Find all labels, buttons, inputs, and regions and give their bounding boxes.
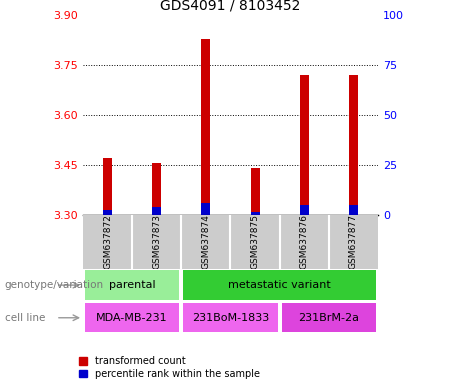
Text: 231BrM-2a: 231BrM-2a <box>298 313 359 323</box>
Bar <box>85 270 179 300</box>
Text: GSM637872: GSM637872 <box>103 215 112 269</box>
Bar <box>152 164 161 215</box>
Bar <box>103 210 112 215</box>
Text: GSM637875: GSM637875 <box>251 214 260 270</box>
Bar <box>201 204 210 215</box>
Text: cell line: cell line <box>5 313 45 323</box>
Bar <box>152 207 161 215</box>
Bar <box>300 205 309 215</box>
Bar <box>300 75 309 215</box>
Bar <box>349 205 358 215</box>
Text: parental: parental <box>109 280 155 290</box>
Bar <box>183 270 376 300</box>
Bar <box>251 212 260 215</box>
Text: 231BoM-1833: 231BoM-1833 <box>192 313 269 323</box>
Bar <box>251 169 260 215</box>
Bar <box>349 75 358 215</box>
Bar <box>183 303 278 333</box>
Text: genotype/variation: genotype/variation <box>5 280 104 290</box>
Bar <box>103 159 112 215</box>
Text: GSM637873: GSM637873 <box>152 214 161 270</box>
Text: GSM637877: GSM637877 <box>349 214 358 270</box>
Bar <box>282 303 376 333</box>
Text: GSM637876: GSM637876 <box>300 214 309 270</box>
Legend: transformed count, percentile rank within the sample: transformed count, percentile rank withi… <box>79 356 260 379</box>
Text: MDA-MB-231: MDA-MB-231 <box>96 313 168 323</box>
Text: GSM637874: GSM637874 <box>201 215 210 269</box>
Text: metastatic variant: metastatic variant <box>228 280 331 290</box>
Bar <box>201 39 210 215</box>
Bar <box>85 303 179 333</box>
Title: GDS4091 / 8103452: GDS4091 / 8103452 <box>160 0 301 13</box>
